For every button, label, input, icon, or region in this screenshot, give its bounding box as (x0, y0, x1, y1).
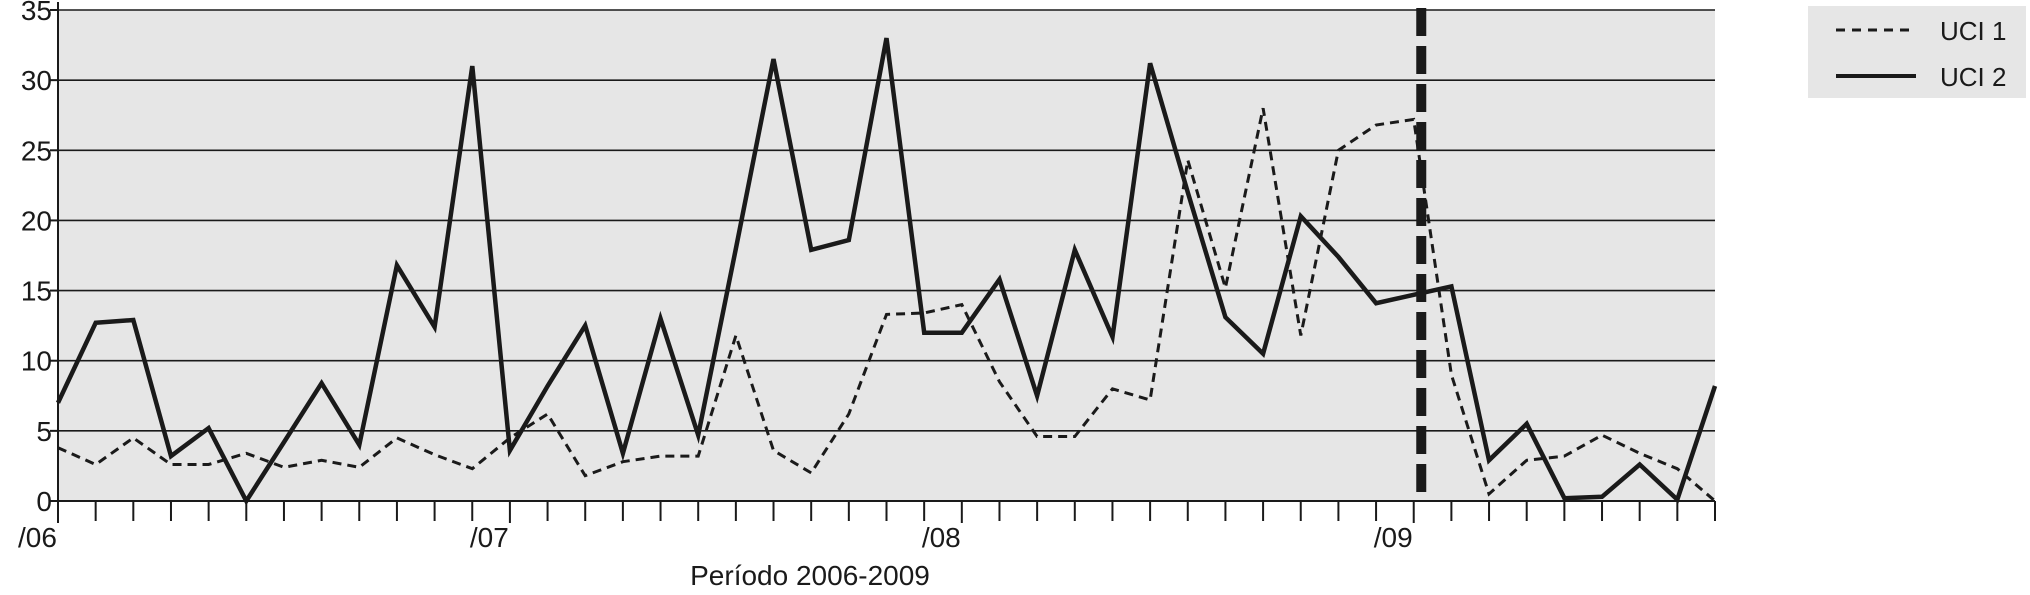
y-tick-label-15: 15 (21, 276, 52, 307)
legend-label-uci-2: UCI 2 (1940, 62, 2006, 92)
legend: UCI 1 UCI 2 (1808, 6, 2026, 98)
legend-box (1808, 6, 2026, 98)
legend-label-uci-1: UCI 1 (1940, 16, 2006, 46)
y-axis-ticks: 0 5 10 15 20 25 30 35 (21, 0, 58, 517)
x-tick-label-0: /06 (18, 522, 57, 553)
y-tick-label-30: 30 (21, 65, 52, 96)
y-tick-label-10: 10 (21, 346, 52, 377)
y-tick-label-0: 0 (36, 486, 52, 517)
x-tick-label-3: /09 (1374, 522, 1413, 553)
x-tick-label-2: /08 (922, 522, 961, 553)
series-layer (55, 37, 1718, 506)
y-tick-label-5: 5 (36, 416, 52, 447)
series-line-uci-2 (55, 37, 1718, 506)
x-axis-ticks: /06/07/08/09 (18, 501, 1716, 553)
plot-area (58, 10, 1715, 501)
x-tick-label-1: /07 (470, 522, 509, 553)
y-tick-label-25: 25 (21, 135, 52, 166)
y-tick-label-35: 35 (21, 0, 52, 26)
y-tick-label-20: 20 (21, 205, 52, 236)
x-axis-title: Período 2006-2009 (690, 560, 930, 591)
